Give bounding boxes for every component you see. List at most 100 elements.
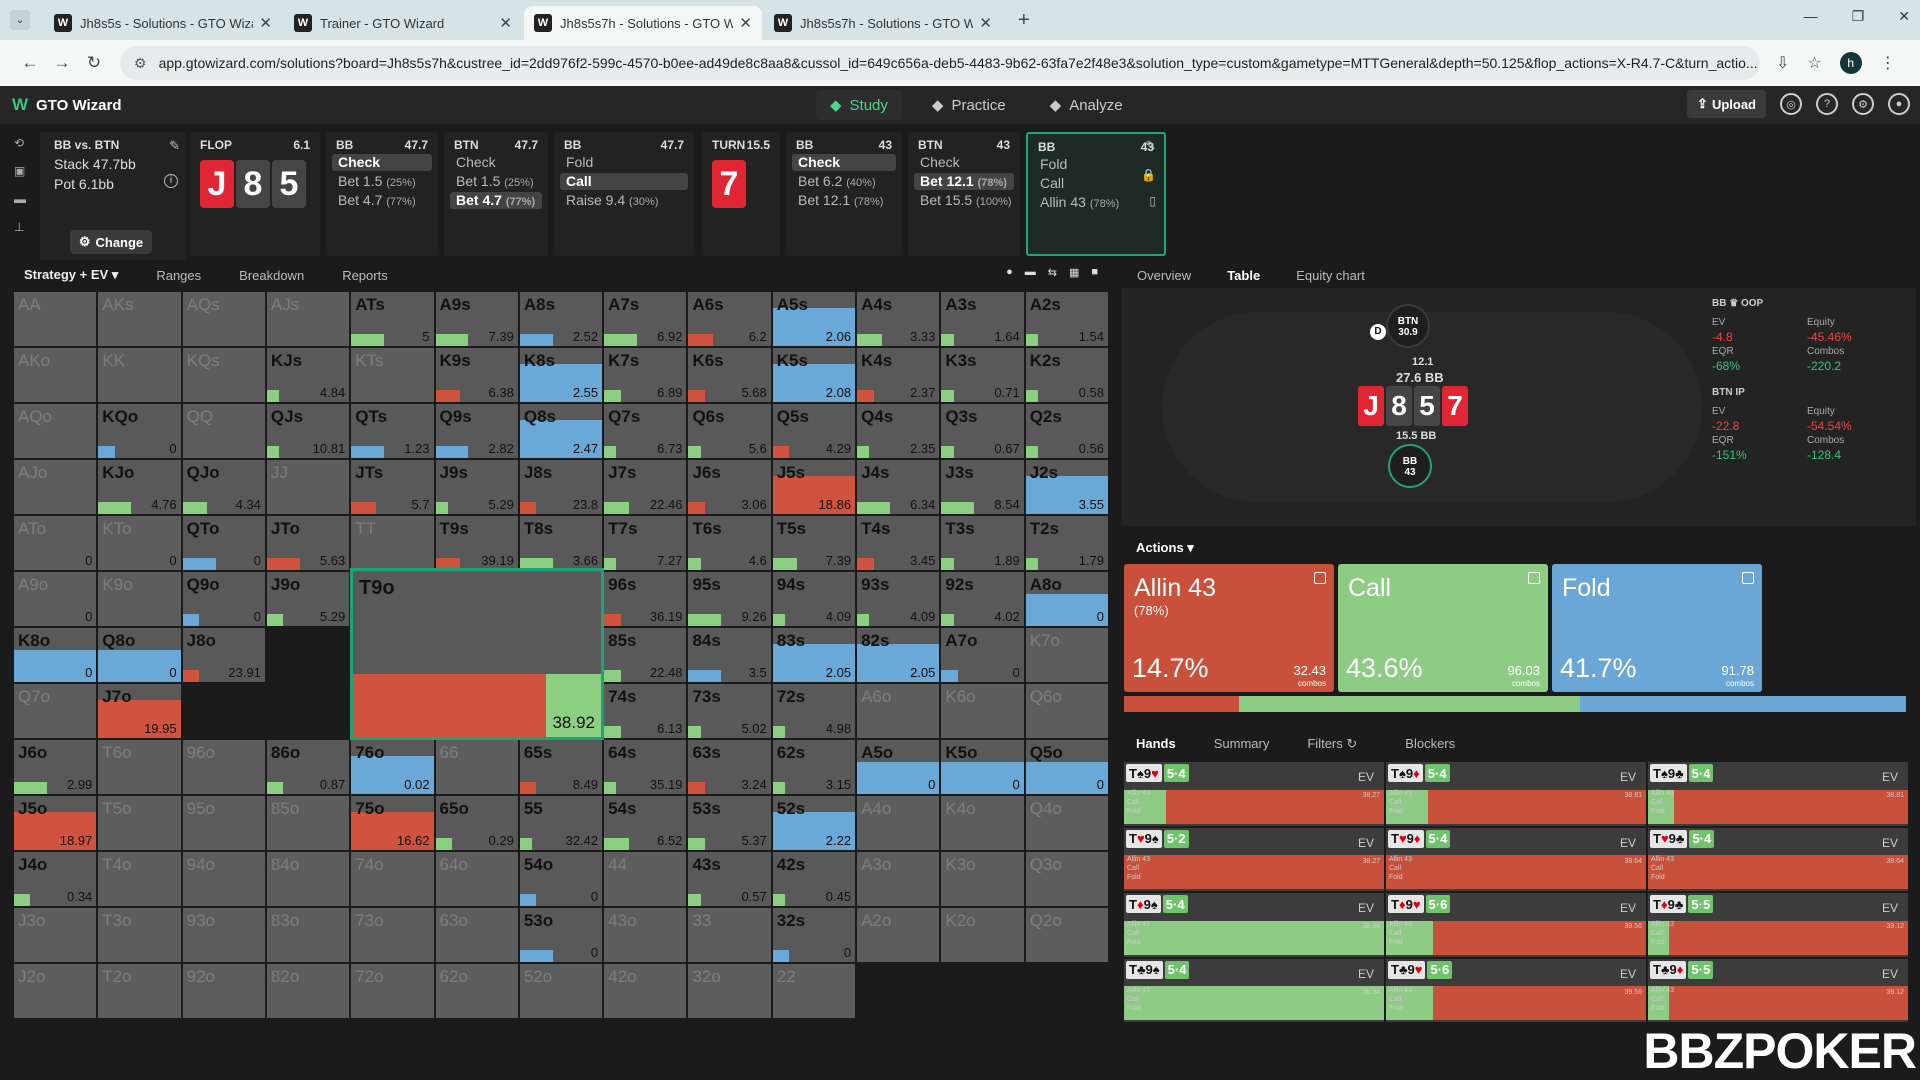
close-tab-icon[interactable]: ✕ xyxy=(979,15,992,32)
hand-cell[interactable]: 32s 0 xyxy=(772,908,856,962)
hand-cell[interactable]: T6s 4.6 xyxy=(688,516,771,570)
tab-ranges[interactable]: Ranges xyxy=(156,267,202,283)
save-icon[interactable]: ▣ xyxy=(14,164,26,178)
hand-cell[interactable]: 65o 0.29 xyxy=(435,796,518,850)
hand-cell[interactable]: Q2o xyxy=(1025,908,1108,962)
reset-icon[interactable]: ⟲ xyxy=(14,136,25,150)
hand-cell[interactable]: A3o xyxy=(857,852,940,906)
edit-pencil-icon[interactable]: ✎ xyxy=(169,138,180,153)
action-option[interactable]: Check xyxy=(914,154,1014,171)
hand-cell[interactable]: A9o 0 xyxy=(14,572,97,626)
hand-combo[interactable]: T ♠ 9 ♥ 5 · 4 EV Allin 43 Call Fold 38.27 xyxy=(1124,762,1384,826)
hand-cell[interactable]: TT xyxy=(351,516,434,570)
hand-cell[interactable]: AKs xyxy=(98,292,181,346)
hand-cell[interactable]: 33 xyxy=(688,908,771,962)
hand-cell[interactable]: 63s 3.24 xyxy=(688,740,771,794)
hand-cell[interactable]: 94s 4.09 xyxy=(772,572,856,626)
hand-cell[interactable]: QTo 0 xyxy=(182,516,265,570)
hand-combo[interactable]: T ♥ 9 ♣ 5 · 4 EV Allin 43 Call Fold 38.64 xyxy=(1648,827,1908,891)
restore-icon[interactable]: ❐ xyxy=(1851,8,1865,24)
new-tab-button[interactable]: + xyxy=(1018,9,1030,31)
hand-cell[interactable]: A5s 2.06 xyxy=(772,292,856,346)
hand-cell[interactable]: KTs xyxy=(351,348,434,402)
hand-cell[interactable]: Q9o 0 xyxy=(182,572,265,626)
hand-cell[interactable]: T5s 7.39 xyxy=(772,516,856,570)
hand-cell[interactable]: 94o xyxy=(182,852,265,906)
browser-tab-0[interactable]: W Jh8s5s - Solutions - GTO Wizard ✕ xyxy=(44,6,282,40)
hand-cell[interactable]: K5s 2.08 xyxy=(772,348,856,402)
hand-cell[interactable]: J7s 22.46 xyxy=(604,460,687,514)
tab-reports[interactable]: Reports xyxy=(342,267,388,283)
hand-cell[interactable]: ATs 5 xyxy=(351,292,434,346)
actions-dropdown[interactable]: Actions ▾ xyxy=(1136,540,1194,555)
hand-cell[interactable]: J5o 18.97 xyxy=(14,796,97,850)
help-icon[interactable]: ? xyxy=(1816,93,1838,115)
action-column-7[interactable]: BB 43 Fold Call Allin 43 (78%) ✎ 🔒 ▯ xyxy=(1026,132,1166,256)
hand-cell[interactable]: Q2s 0.56 xyxy=(1025,404,1108,458)
hand-cell[interactable]: A4s 3.33 xyxy=(857,292,940,346)
hand-cell[interactable]: QJo 4.34 xyxy=(182,460,265,514)
forward-icon[interactable]: → xyxy=(53,53,71,72)
hand-cell[interactable]: K9s 6.38 xyxy=(435,348,518,402)
site-settings-icon[interactable]: ⚙ xyxy=(134,54,147,71)
hand-cell[interactable]: 96o xyxy=(182,740,265,794)
hand-cell[interactable]: 64s 35.19 xyxy=(604,740,687,794)
action-option[interactable]: Call xyxy=(1034,175,1158,192)
upload-button[interactable]: ⇪ Upload xyxy=(1687,90,1766,118)
hand-cell[interactable]: AQo xyxy=(14,404,97,458)
hand-cell[interactable]: KJs 4.84 xyxy=(266,348,350,402)
hand-cell[interactable]: 63o xyxy=(435,908,518,962)
settings-gear-icon[interactable]: ⚙ xyxy=(1852,93,1874,115)
hand-cell[interactable]: 83o xyxy=(266,908,350,962)
hand-cell[interactable]: JTo 5.63 xyxy=(266,516,350,570)
hand-cell[interactable]: A3s 1.64 xyxy=(941,292,1024,346)
hand-cell[interactable]: 44 xyxy=(604,852,687,906)
hand-cell[interactable]: 95s 9.26 xyxy=(688,572,771,626)
hand-cell[interactable]: 72o xyxy=(351,964,434,1018)
hand-cell[interactable]: QTs 1.23 xyxy=(351,404,434,458)
action-box-fold[interactable]: Fold 41.7% 91.78 combos xyxy=(1552,564,1762,692)
book-icon[interactable]: ▯ xyxy=(1149,194,1156,208)
hand-cell[interactable]: J2s 3.55 xyxy=(1025,460,1108,514)
action-column-6[interactable]: BTN 43 Check Bet 12.1 (78%) Bet 15.5 (100%) xyxy=(908,132,1020,256)
hand-cell[interactable]: 62s 3.15 xyxy=(772,740,856,794)
hand-cell[interactable]: Q8s 2.47 xyxy=(519,404,603,458)
action-option[interactable]: Bet 1.5 (25%) xyxy=(450,173,542,190)
hand-cell[interactable]: 84o xyxy=(266,852,350,906)
back-icon[interactable]: ← xyxy=(21,53,39,72)
hand-cell[interactable]: Q4o xyxy=(1025,796,1108,850)
hand-combo[interactable]: T ♦ 9 ♥ 5 · 6 EV Allin 43 Call Fold 39.56 xyxy=(1386,893,1646,957)
url-field[interactable]: ⚙ app.gtowizard.com/solutions?board=Jh8s5… xyxy=(120,46,1760,80)
hand-cell[interactable]: K8o 0 xyxy=(14,628,97,682)
action-column-2[interactable]: BTN 47.7 Check Bet 1.5 (25%) Bet 4.7 (77%) xyxy=(444,132,548,256)
hand-cell[interactable]: K9o xyxy=(98,572,181,626)
hand-cell[interactable]: 73o xyxy=(351,908,434,962)
action-column-0[interactable]: FLOP 6.1 J 8 5 xyxy=(190,132,320,256)
hand-cell[interactable]: 42o xyxy=(604,964,687,1018)
close-tab-icon[interactable]: ✕ xyxy=(739,15,752,32)
hand-cell[interactable]: A8s 2.52 xyxy=(519,292,603,346)
strategy-dropdown[interactable]: Strategy + EV ▾ xyxy=(24,267,119,282)
hand-cell[interactable]: Q4s 2.35 xyxy=(857,404,940,458)
hand-cell[interactable]: Q3s 0.67 xyxy=(941,404,1024,458)
hand-cell[interactable]: 86o 0.87 xyxy=(266,740,350,794)
hand-cell[interactable]: K4o xyxy=(941,796,1024,850)
action-box-allin[interactable]: Allin 43 (78%) 14.7% 32.43 combos xyxy=(1124,564,1334,692)
hand-cell[interactable]: K7o xyxy=(1025,628,1108,682)
hand-cell[interactable]: A6s 6.2 xyxy=(688,292,771,346)
hand-cell[interactable]: J9s 5.29 xyxy=(435,460,518,514)
browser-tab-3[interactable]: W Jh8s5s7h - Solutions - GTO Wizard ✕ xyxy=(764,6,1002,40)
btn-seat[interactable]: BTN 30.9 xyxy=(1386,304,1430,348)
hand-cell[interactable]: Q8o 0 xyxy=(98,628,181,682)
hand-cell[interactable]: K8s 2.55 xyxy=(519,348,603,402)
hand-cell[interactable]: 85s 22.48 xyxy=(604,628,687,682)
hand-cell[interactable]: 85o xyxy=(266,796,350,850)
hand-cell[interactable]: 93s 4.09 xyxy=(857,572,940,626)
hand-cell[interactable]: T3o xyxy=(98,908,181,962)
hand-cell[interactable]: T2s 1.79 xyxy=(1025,516,1108,570)
bar-view-icon[interactable]: ▬ xyxy=(1024,266,1036,278)
browser-tab-1[interactable]: W Trainer - GTO Wizard ✕ xyxy=(284,6,522,40)
hand-cell[interactable]: A7s 6.92 xyxy=(604,292,687,346)
hand-cell[interactable]: 74o xyxy=(351,852,434,906)
action-option[interactable]: Fold xyxy=(560,154,688,171)
